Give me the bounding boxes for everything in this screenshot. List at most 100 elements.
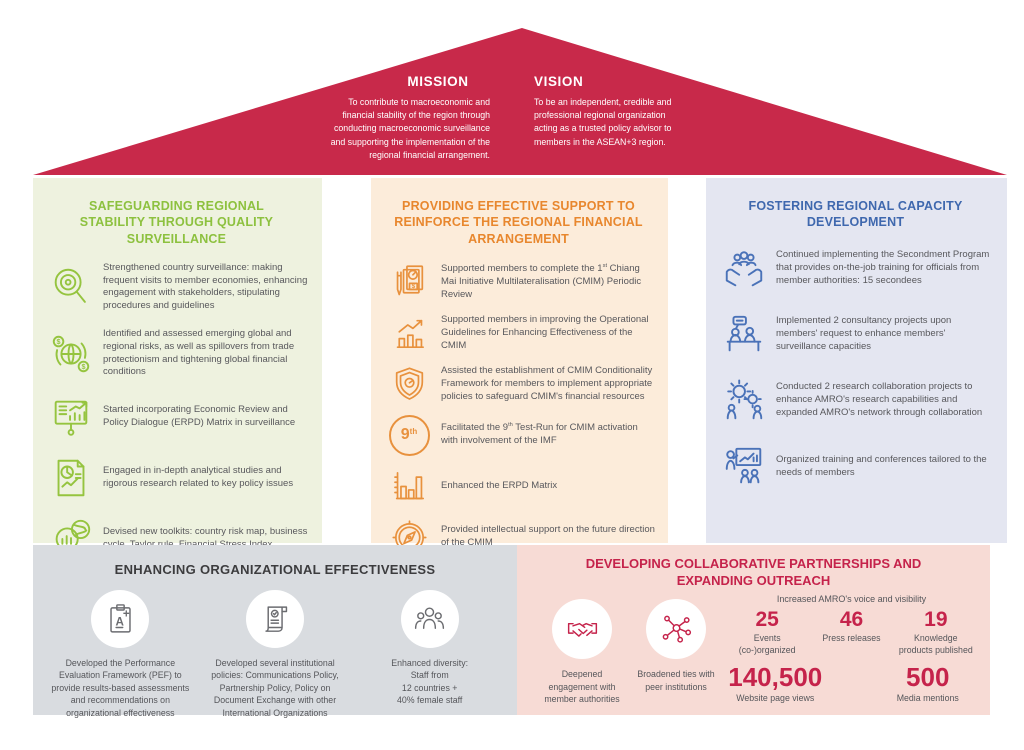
item-text: Conducted 2 research collaboration proje…	[776, 381, 983, 418]
list-item: Enhanced the ERPD Matrix	[377, 466, 660, 507]
item-text: Identified and assessed emerging global …	[103, 328, 295, 378]
pillar-capacity-development: FOSTERING REGIONAL CAPACITY DEVELOPMENT …	[706, 178, 1007, 543]
stat-value: 25	[755, 608, 779, 632]
list-item: $ Supported members to complete the 1st …	[377, 262, 660, 303]
presentation-chart-icon	[39, 394, 103, 440]
stat-value: 46	[839, 608, 864, 632]
staff-diversity-icon	[400, 590, 459, 648]
item-text: Developed the Performance Evaluation Fra…	[51, 658, 190, 718]
item-text: Deepened engagement with member authorit…	[544, 669, 620, 705]
item-text: Started incorporating Economic Review an…	[103, 404, 296, 429]
pillar-capacity-title: FOSTERING REGIONAL CAPACITY DEVELOPMENT	[748, 199, 963, 230]
partnerships-title: DEVELOPING COLLABORATIVE PARTNERSHIPS AN…	[585, 556, 922, 588]
section-organizational-effectiveness: ENHANCING ORGANIZATIONAL EFFECTIVENESS A…	[33, 545, 517, 718]
mission-text: To contribute to macroeconomic and finan…	[330, 97, 490, 160]
list-item: Strengthened country surveillance: makin…	[39, 262, 314, 313]
partnership-items: Deepened engagement with member authorit…	[537, 594, 721, 705]
analytics-report-icon	[39, 455, 103, 501]
network-icon	[646, 599, 706, 660]
list-item: Broadened ties with peer institutions	[631, 599, 721, 705]
organizational-title: ENHANCING ORGANIZATIONAL EFFECTIVENESS	[114, 562, 436, 577]
stat-media-mentions: 500 Media mentions	[878, 662, 979, 705]
list-item: Implemented 2 consultancy projects upon …	[712, 312, 999, 358]
section-partnerships-outreach: DEVELOPING COLLABORATIVE PARTNERSHIPS AN…	[517, 545, 990, 715]
pillar-financial-title: PROVIDING EFFECTIVE SUPPORT TO REINFORCE…	[394, 199, 643, 246]
stat-events: 25 Events (co-)organized	[725, 609, 809, 657]
stat-label: Events (co-)organized	[738, 633, 796, 656]
pillar-capacity-items: Continued implementing the Secondment Pr…	[712, 246, 999, 490]
item-text: Supported members to complete the 1st Ch…	[441, 262, 642, 300]
visibility-caption: Increased AMRO's voice and visibility	[776, 594, 927, 605]
svg-text:+: +	[123, 607, 130, 620]
vision-block: VISION To be an independent, credible an…	[534, 74, 690, 149]
item-text: Strengthened country surveillance: makin…	[103, 261, 308, 312]
stat-knowledge-products: 19 Knowledge products published	[894, 609, 978, 657]
item-text: Implemented 2 consultancy projects upon …	[776, 315, 952, 352]
partnerships-body: Deepened engagement with member authorit…	[517, 594, 990, 705]
list-item: Organized training and conferences tailo…	[712, 444, 999, 490]
stat-value: 500	[906, 662, 950, 693]
vision-text: To be an independent, credible and profe…	[534, 97, 672, 147]
pillar-surveillance: SAFEGUARDING REGIONAL STABILITY THROUGH …	[33, 178, 322, 557]
collaboration-gears-icon	[712, 378, 776, 424]
list-item: Started incorporating Economic Review an…	[39, 394, 314, 440]
list-item: Supported members in improving the Opera…	[377, 313, 660, 354]
item-text: Continued implementing the Secondment Pr…	[776, 249, 990, 286]
list-item: Continued implementing the Secondment Pr…	[712, 246, 999, 292]
stat-label: Website page views	[736, 693, 815, 704]
stats-row: 140,500 Website page views 500 Media men…	[725, 662, 979, 705]
pillar-financial-arrangement: PROVIDING EFFECTIVE SUPPORT TO REINFORCE…	[371, 178, 668, 555]
svg-text:$: $	[81, 362, 85, 370]
stat-label: Media mentions	[896, 693, 959, 704]
globe-currency-icon: $ $	[39, 331, 103, 377]
mission-block: MISSION To contribute to macroeconomic a…	[328, 74, 490, 162]
review-document-icon: $	[377, 262, 441, 303]
item-text: Organized training and conferences tailo…	[776, 453, 987, 478]
list-item: Engaged in in-depth analytical studies a…	[39, 455, 314, 501]
hands-people-icon	[712, 246, 776, 292]
stat-label: Press releases	[822, 633, 881, 644]
svg-text:$: $	[411, 283, 415, 290]
item-text: Broadened ties with peer institutions	[637, 669, 715, 692]
list-item: A + Developed the Performance Evaluation …	[43, 590, 198, 719]
pillar-financial-items: $ Supported members to complete the 1st …	[377, 262, 660, 558]
item-text: Supported members in improving the Opera…	[441, 314, 649, 351]
consultation-icon	[712, 312, 776, 358]
pillar-surveillance-items: Strengthened country surveillance: makin…	[39, 262, 314, 563]
item-text: Provided intellectual support on the fut…	[441, 524, 655, 549]
stat-label: Knowledge products published	[898, 633, 973, 656]
roof-triangle	[33, 28, 1007, 175]
list-item: Assisted the establishment of CMIM Condi…	[377, 364, 660, 405]
svg-text:A: A	[115, 615, 124, 628]
svg-text:$: $	[57, 338, 61, 346]
stat-value: 140,500	[728, 662, 823, 693]
shield-check-icon	[377, 364, 441, 405]
stat-press-releases: 46 Press releases	[809, 609, 893, 657]
stat-value: 19	[924, 608, 948, 632]
visibility-stats: Increased AMRO's voice and visibility 25…	[721, 594, 990, 705]
stats-row: 25 Events (co-)organized 46 Press releas…	[725, 609, 978, 657]
policy-scroll-icon	[246, 590, 304, 648]
bar-chart-icon	[377, 466, 441, 507]
item-text: Assisted the establishment of CMIM Condi…	[441, 365, 653, 402]
item-text: Enhanced the ERPD Matrix	[441, 479, 558, 491]
pillar-surveillance-title: SAFEGUARDING REGIONAL STABILITY THROUGH …	[79, 199, 274, 246]
item-text: Facilitated the 9th Test-Run for CMIM ac…	[441, 422, 638, 447]
organizational-items: A + Developed the Performance Evaluation …	[33, 590, 517, 719]
list-item: Enhanced diversity: Staff from 12 countr…	[352, 590, 507, 719]
list-item: Developed several institutional policies…	[198, 590, 353, 719]
training-presentation-icon	[712, 444, 776, 490]
item-text: Developed several institutional policies…	[211, 658, 339, 718]
growth-arrow-icon	[377, 313, 441, 354]
vision-title: VISION	[534, 74, 584, 89]
item-text: Enhanced diversity: Staff from 12 countr…	[391, 658, 469, 706]
list-item: $ $ Identified and assessed emerging glob…	[39, 328, 314, 379]
magnifier-target-icon	[39, 264, 103, 310]
handshake-icon	[552, 599, 612, 660]
clipboard-grade-icon: A +	[91, 590, 150, 648]
item-text: Devised new toolkits: country risk map, …	[103, 526, 308, 550]
item-text: Engaged in in-depth analytical studies a…	[103, 465, 294, 490]
